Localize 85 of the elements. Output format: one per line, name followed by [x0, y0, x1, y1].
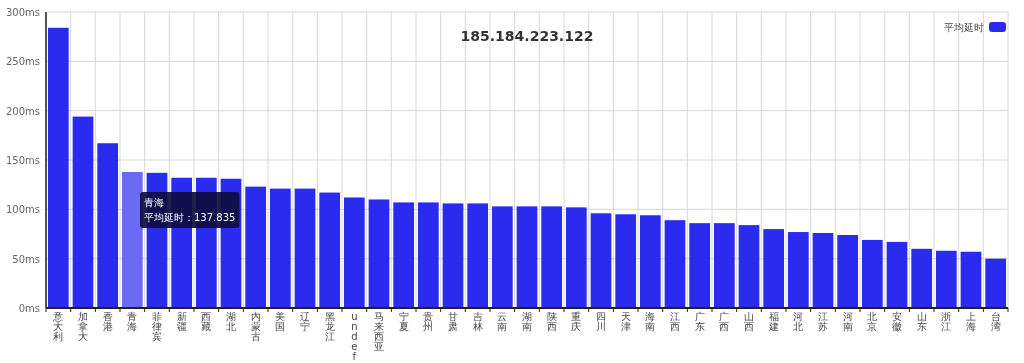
bar — [294, 188, 316, 308]
bar — [713, 223, 735, 308]
bar — [590, 213, 612, 308]
bar — [689, 223, 711, 308]
x-tick-label: 安徽 — [892, 311, 902, 332]
bar — [72, 116, 94, 308]
x-tick-label: 加拿大 — [78, 311, 88, 342]
bar — [738, 225, 760, 308]
x-tick-label: 福建 — [767, 311, 779, 332]
bar — [368, 199, 390, 308]
x-tick-label: 河南 — [842, 311, 853, 332]
x-tick-label: 广东 — [694, 311, 705, 332]
y-tick-label: 50ms — [12, 253, 40, 265]
x-tick-label: 天津 — [620, 311, 631, 332]
y-tick-label: 300ms — [5, 7, 40, 18]
bar — [121, 172, 143, 308]
bar — [343, 197, 365, 308]
x-tick-label: 广西 — [719, 311, 730, 332]
x-tick-label: 陕西 — [546, 311, 557, 332]
bar — [319, 192, 341, 308]
x-tick-label: 黑龙江 — [324, 311, 335, 342]
bar — [886, 241, 908, 308]
bar — [393, 202, 415, 308]
x-tick-label: 湖北 — [226, 311, 236, 332]
bar — [615, 214, 637, 308]
bar — [417, 202, 439, 308]
bar — [837, 234, 859, 308]
bar — [664, 220, 686, 308]
bar — [565, 207, 587, 308]
x-tick-label: 湖南 — [522, 311, 532, 332]
x-tick-label: 北京 — [867, 311, 878, 332]
x-tick-label: 意大利 — [52, 311, 64, 342]
x-tick-label: 新疆 — [176, 311, 187, 332]
y-tick-label: 150ms — [5, 155, 40, 166]
x-tick-label: 甘肃 — [448, 311, 458, 332]
x-tick-label: 美国 — [275, 311, 286, 332]
y-tick-label: 0ms — [18, 303, 40, 314]
bar — [467, 203, 489, 308]
bar — [245, 186, 267, 308]
legend-label: 平均延时 — [944, 22, 984, 33]
bar — [269, 188, 291, 308]
x-tick-label: 菲律宾 — [152, 311, 162, 342]
x-tick-label: 辽宁 — [300, 311, 310, 332]
x-tick-label: 山西 — [744, 311, 754, 332]
bar — [861, 239, 883, 308]
bar — [639, 215, 661, 308]
x-tick-label: 青海 — [127, 311, 138, 332]
y-tick-label: 200ms — [5, 105, 40, 117]
text: 185.184.223.122 — [460, 28, 594, 44]
y-tick-label: 100ms — [5, 204, 40, 216]
x-tick-label: 上海 — [966, 311, 976, 332]
x-tick-label: 吉林 — [471, 311, 483, 332]
bar — [491, 206, 513, 308]
x-tick-label: 重庆 — [571, 311, 582, 332]
bar — [47, 27, 69, 308]
bar — [960, 251, 982, 308]
bar — [516, 206, 538, 308]
bar — [541, 206, 563, 308]
x-tick-label: 江苏 — [818, 311, 828, 332]
bar — [763, 229, 785, 308]
bar — [985, 258, 1007, 308]
x-tick-label: 四川 — [596, 311, 606, 332]
x-tick-label: 浙江 — [941, 311, 952, 332]
annotation: 青海 — [144, 197, 164, 208]
bar — [442, 203, 464, 308]
annotation: 平均延时：137.835 — [144, 212, 236, 223]
bar — [97, 143, 119, 308]
x-tick-label: 西藏 — [201, 311, 212, 332]
x-tick-label: 云南 — [497, 311, 508, 332]
bar — [812, 233, 834, 308]
y-tick-label: 250ms — [5, 56, 40, 68]
x-tick-label: 江西 — [670, 311, 680, 332]
x-tick-label: 宁夏 — [398, 311, 409, 332]
x-tick-label: undef — [351, 311, 358, 362]
x-tick-label: 河北 — [793, 311, 804, 332]
bar — [911, 248, 933, 308]
bar — [935, 250, 957, 308]
x-tick-label: 山东 — [916, 311, 927, 332]
x-tick-label: 海南 — [645, 311, 656, 332]
x-tick-label: 马来西亚 — [374, 311, 384, 352]
x-tick-label: 台湾 — [990, 311, 1001, 332]
bar — [787, 232, 809, 308]
x-tick-label: 贵州 — [423, 311, 434, 332]
x-tick-label: 香港 — [102, 311, 113, 332]
x-tick-label: 内蒙古 — [250, 311, 261, 342]
